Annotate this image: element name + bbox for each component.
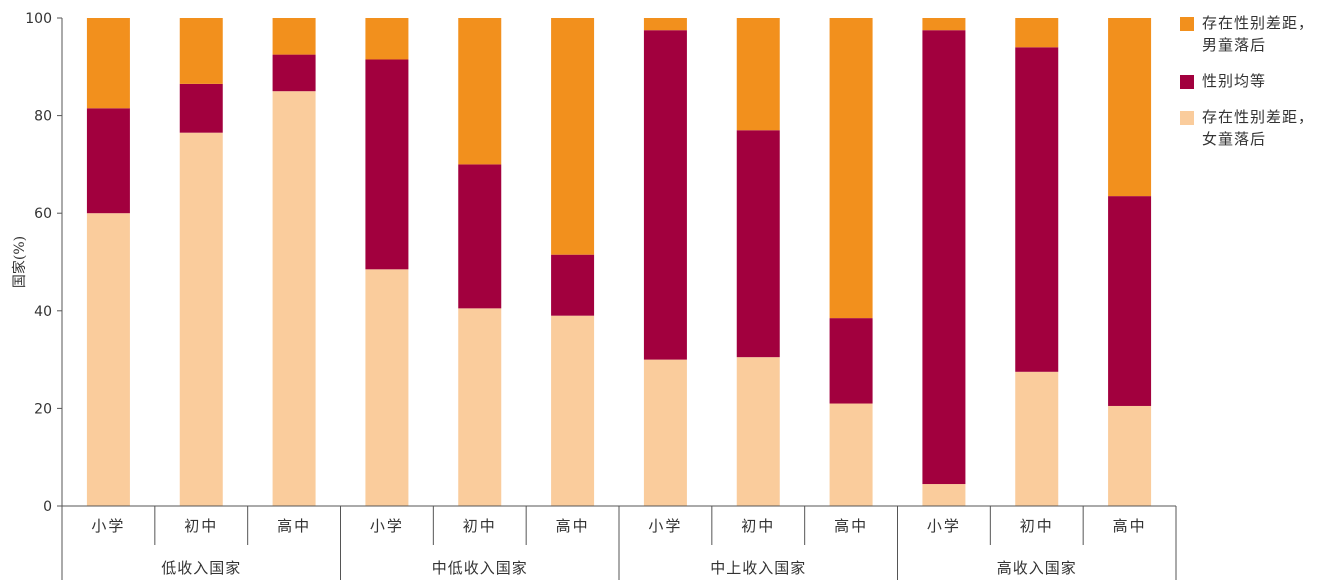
x-category-label: 小学 <box>370 517 404 535</box>
bar-segment-parity <box>365 59 409 270</box>
y-tick-label: 100 <box>25 11 52 27</box>
bar-segment-girls-behind <box>736 357 780 506</box>
bar-segment-girls-behind <box>86 213 130 506</box>
bar-segment-parity <box>86 108 130 214</box>
x-category-label: 初中 <box>1020 517 1054 535</box>
y-axis-title: 国家(%) <box>11 236 28 288</box>
x-category-label: 小学 <box>648 517 682 535</box>
bar-segment-girls-behind <box>1015 371 1059 506</box>
x-category-label: 高中 <box>1113 517 1147 535</box>
bar-segment-boys-behind <box>829 18 873 319</box>
bar-segment-girls-behind <box>829 403 873 506</box>
bar-segment-boys-behind <box>86 18 130 109</box>
bar-segment-parity <box>179 83 223 133</box>
bar-segment-parity <box>1015 47 1059 372</box>
bar-segment-girls-behind <box>922 484 966 506</box>
legend-item-parity: 性别均等 <box>1180 70 1325 92</box>
bar-segment-parity <box>829 318 873 404</box>
bar-segment-boys-behind <box>365 18 409 60</box>
legend-label-parity: 性别均等 <box>1202 72 1267 90</box>
x-category-label: 初中 <box>184 517 218 535</box>
y-tick-label: 0 <box>43 499 52 515</box>
x-category-label: 小学 <box>927 517 961 535</box>
bar-segment-boys-behind <box>922 18 966 31</box>
bar-segment-boys-behind <box>736 18 780 131</box>
legend-swatch-girls-behind <box>1180 111 1194 125</box>
bar-segment-parity <box>643 30 687 360</box>
x-category-label: 高中 <box>556 517 590 535</box>
bar-segment-girls-behind <box>272 91 316 506</box>
bar-segment-boys-behind <box>551 18 595 255</box>
legend-label-girls-behind: 存在性别差距， 女童落后 <box>1202 108 1315 148</box>
bar-segment-parity <box>736 130 780 358</box>
x-group-label: 中上收入国家 <box>710 559 806 577</box>
y-tick-label: 20 <box>34 401 52 417</box>
bar-segment-girls-behind <box>179 132 223 506</box>
legend-item-girls-behind: 存在性别差距， 女童落后 <box>1180 106 1325 150</box>
legend: 存在性别差距， 男童落后 性别均等 存在性别差距， 女童落后 <box>1180 12 1325 164</box>
x-group-label: 中低收入国家 <box>432 559 528 577</box>
legend-item-boys-behind: 存在性别差距， 男童落后 <box>1180 12 1325 56</box>
x-group-label: 高收入国家 <box>997 559 1077 577</box>
bar-segment-boys-behind <box>458 18 502 165</box>
bar-segment-parity <box>551 254 595 316</box>
legend-swatch-parity <box>1180 75 1194 89</box>
x-category-label: 小学 <box>91 517 125 535</box>
bar-segment-parity <box>272 54 316 92</box>
bar-segment-girls-behind <box>458 308 502 506</box>
x-category-label: 高中 <box>834 517 868 535</box>
bar-segment-girls-behind <box>1108 405 1152 506</box>
x-category-label: 初中 <box>463 517 497 535</box>
bar-segment-boys-behind <box>1015 18 1059 48</box>
bar-segment-girls-behind <box>551 315 595 506</box>
bar-segment-parity <box>1108 196 1152 406</box>
legend-label-boys-behind: 存在性别差距， 男童落后 <box>1202 14 1315 54</box>
bar-segment-parity <box>458 164 502 309</box>
bar-segment-girls-behind <box>643 359 687 506</box>
bar-segment-boys-behind <box>272 18 316 55</box>
bar-segment-boys-behind <box>643 18 687 31</box>
bar-segment-parity <box>922 30 966 485</box>
x-category-label: 高中 <box>277 517 311 535</box>
bar-segment-boys-behind <box>1108 18 1152 197</box>
y-tick-label: 60 <box>34 206 52 222</box>
x-category-label: 初中 <box>741 517 775 535</box>
x-group-label: 低收入国家 <box>161 559 241 577</box>
bar-segment-girls-behind <box>365 269 409 506</box>
y-tick-label: 80 <box>34 109 52 125</box>
bar-segment-boys-behind <box>179 18 223 84</box>
legend-swatch-boys-behind <box>1180 17 1194 31</box>
y-tick-label: 40 <box>34 304 52 320</box>
